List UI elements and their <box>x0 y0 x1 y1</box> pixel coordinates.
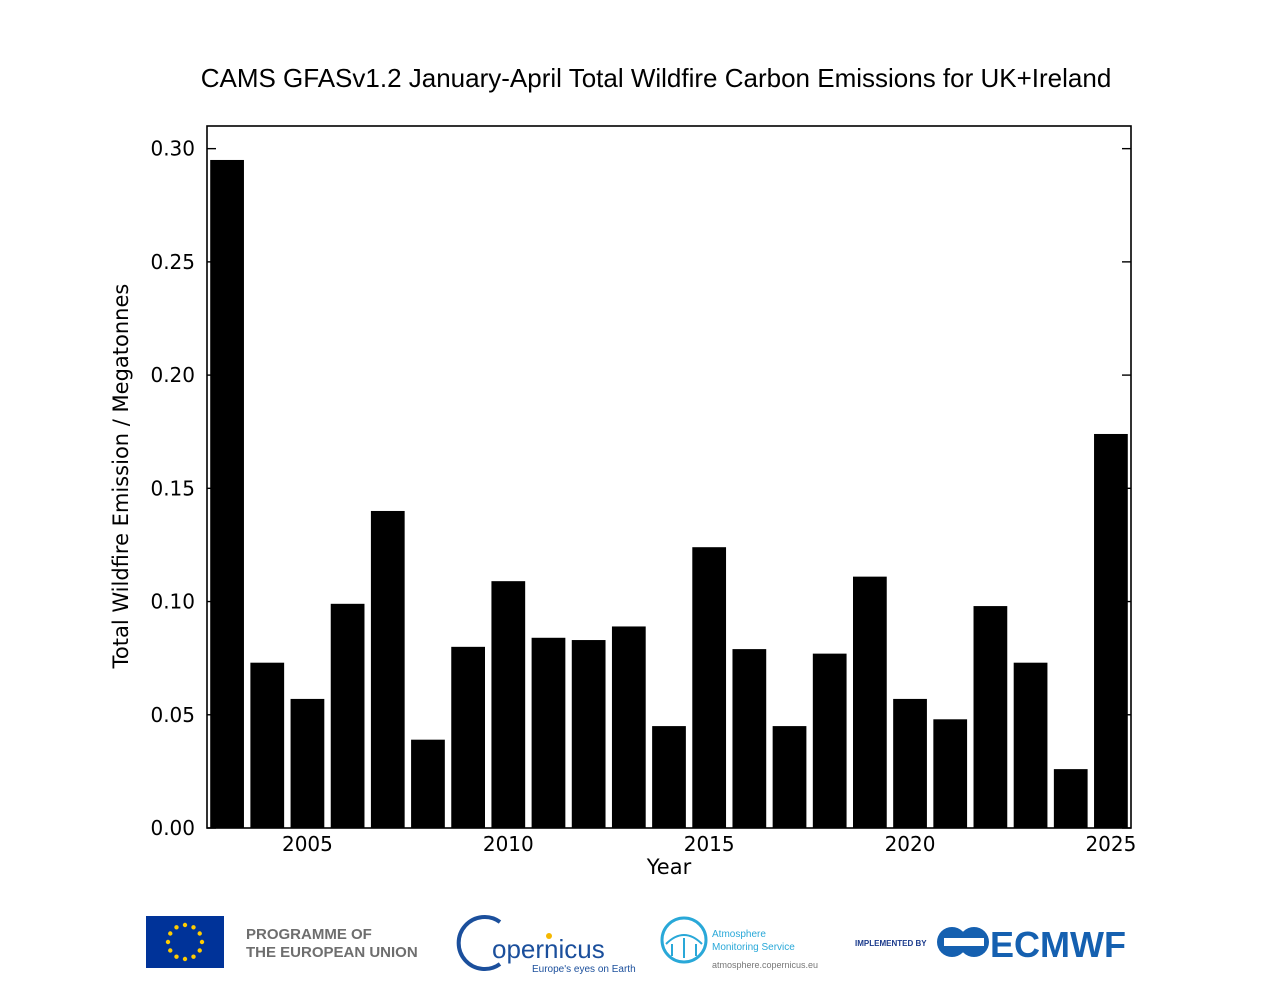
y-tick-label: 0.10 <box>150 590 195 614</box>
eu-star-icon <box>191 954 196 959</box>
x-tick-label: 2005 <box>282 832 333 856</box>
eu-star-icon <box>182 956 188 962</box>
x-tick-label: 2010 <box>483 832 534 856</box>
eu-star-icon <box>197 931 202 936</box>
bar-2013 <box>611 626 646 828</box>
x-tick-label: 2025 <box>1085 832 1136 856</box>
bar-2006 <box>330 603 365 828</box>
bar-2014 <box>652 726 686 828</box>
y-tick-label: 0.00 <box>150 816 195 840</box>
bar-2007 <box>370 510 405 828</box>
bar-2011 <box>531 637 566 828</box>
cams-line1: Atmosphere <box>712 929 766 940</box>
footer-logos: PROGRAMME OF THE EUROPEAN UNION opernicu… <box>146 915 1126 975</box>
eu-star-icon <box>168 931 173 936</box>
y-axis: 0.00 0.05 0.10 0.15 0.20 0.25 0.30 <box>150 137 1131 840</box>
y-tick-label: 0.20 <box>150 363 195 387</box>
x-tick-label: 2015 <box>684 832 735 856</box>
y-tick-label: 0.25 <box>150 250 195 274</box>
eu-programme-line2: THE EUROPEAN UNION <box>246 944 418 961</box>
eu-star-icon <box>174 925 179 930</box>
eu-star-icon <box>191 925 196 930</box>
bar-2021 <box>933 719 968 828</box>
cams-url: atmosphere.copernicus.eu <box>712 960 818 970</box>
copernicus-name: opernicus <box>492 934 605 964</box>
cams-line2: Monitoring Service <box>712 942 795 953</box>
y-tick-label: 0.05 <box>150 703 195 727</box>
implemented-by-label: IMPLEMENTED BY <box>855 939 927 948</box>
bar-2020 <box>893 698 927 828</box>
plot-frame <box>206 125 1132 829</box>
chart-title: CAMS GFASv1.2 January-April Total Wildfi… <box>201 63 1112 93</box>
bar-2009 <box>451 646 486 828</box>
copernicus-tagline: Europe's eyes on Earth <box>532 964 636 975</box>
eu-star-icon <box>199 939 205 945</box>
eu-star-icon <box>174 954 179 959</box>
eu-star-icon <box>182 922 188 928</box>
ecmwf-logo: ECMWF <box>937 924 1126 965</box>
eu-star-icon <box>168 948 173 953</box>
y-tick-label: 0.15 <box>150 476 195 500</box>
bar-2010 <box>491 581 526 828</box>
bar-2016 <box>732 649 767 828</box>
bar-2008 <box>411 739 445 828</box>
x-axis-label: Year <box>646 855 692 879</box>
y-tick-label: 0.30 <box>150 137 195 161</box>
x-axis: 2005 2010 2015 2020 2025 <box>282 819 1136 856</box>
bar-2017 <box>772 726 807 828</box>
bar-2018 <box>812 653 847 828</box>
bar-2015 <box>692 547 727 828</box>
bar-2022 <box>973 606 1008 828</box>
bar-2019 <box>852 576 887 828</box>
bar-2005 <box>290 698 325 828</box>
ecmwf-wordmark: ECMWF <box>990 924 1126 965</box>
copernicus-logo: opernicus Europe's eyes on Earth <box>456 915 636 975</box>
chart: CAMS GFASv1.2 January-April Total Wildfi… <box>109 63 1136 879</box>
eu-flag-icon <box>146 916 224 968</box>
bar-2023 <box>1013 662 1048 828</box>
eu-star-icon <box>165 939 171 945</box>
bar-2012 <box>571 640 606 828</box>
bar-2004 <box>250 662 285 828</box>
eu-star-icon <box>197 948 202 953</box>
y-axis-label: Total Wildfire Emission / Megatonnes <box>109 284 133 670</box>
cams-logo: Atmosphere Monitoring Service atmosphere… <box>660 916 818 970</box>
x-tick-label: 2020 <box>885 832 936 856</box>
bar-2025 <box>1094 433 1128 828</box>
bar-2024 <box>1053 769 1088 828</box>
bars-group <box>210 159 1128 828</box>
bar-2003 <box>210 159 244 828</box>
eu-programme-line1: PROGRAMME OF <box>246 926 372 943</box>
